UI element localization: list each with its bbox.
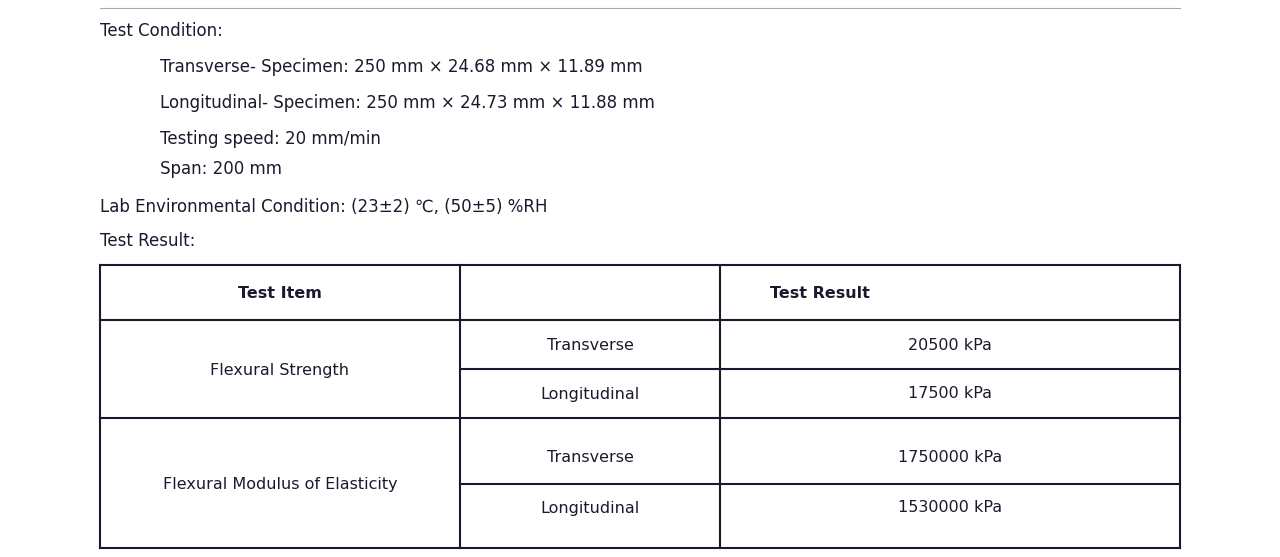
Text: 1530000 kPa: 1530000 kPa	[899, 501, 1002, 515]
Text: Transverse- Specimen: 250 mm × 24.68 mm × 11.89 mm: Transverse- Specimen: 250 mm × 24.68 mm …	[160, 58, 643, 76]
Text: Testing speed: 20 mm/min: Testing speed: 20 mm/min	[160, 130, 381, 148]
Text: 17500 kPa: 17500 kPa	[908, 387, 992, 402]
Text: Test Result: Test Result	[771, 286, 870, 300]
Text: Test Result:: Test Result:	[100, 232, 196, 250]
Text: Test Item: Test Item	[238, 286, 323, 300]
Text: Longitudinal- Specimen: 250 mm × 24.73 mm × 11.88 mm: Longitudinal- Specimen: 250 mm × 24.73 m…	[160, 94, 655, 112]
Text: 20500 kPa: 20500 kPa	[908, 338, 992, 353]
Text: Transverse: Transverse	[547, 451, 634, 466]
Text: Flexural Strength: Flexural Strength	[210, 363, 349, 378]
Text: Flexural Modulus of Elasticity: Flexural Modulus of Elasticity	[163, 476, 397, 491]
Text: Span: 200 mm: Span: 200 mm	[160, 160, 282, 178]
Text: Transverse: Transverse	[547, 338, 634, 353]
Text: 1750000 kPa: 1750000 kPa	[897, 451, 1002, 466]
Text: Longitudinal: Longitudinal	[540, 501, 640, 515]
Text: Lab Environmental Condition: (23±2) ℃, (50±5) %RH: Lab Environmental Condition: (23±2) ℃, (…	[100, 198, 548, 216]
Text: Test Condition:: Test Condition:	[100, 22, 223, 40]
Text: Longitudinal: Longitudinal	[540, 387, 640, 402]
